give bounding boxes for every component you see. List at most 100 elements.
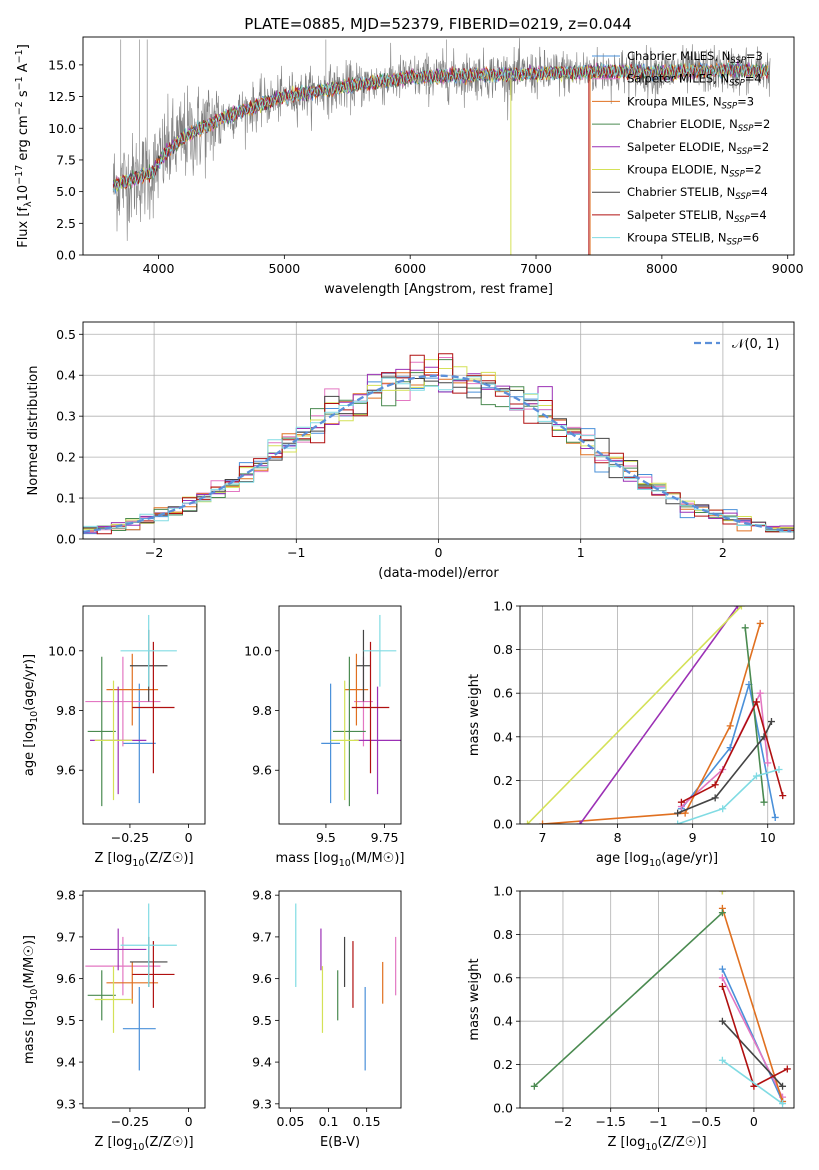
- histogram-plot: [83, 353, 794, 539]
- y-tick-label: 9.8: [252, 888, 272, 903]
- y-tick-label: 9.6: [252, 971, 272, 986]
- figure-title: PLATE=0885, MJD=52379, FIBERID=0219, z=0…: [244, 15, 631, 33]
- x-tick-label: 4000: [143, 261, 175, 276]
- weight-marker: [711, 781, 719, 789]
- y-tick-label: 2.5: [56, 216, 76, 231]
- y-tick-label: 5.0: [56, 184, 76, 199]
- y-tick-label: 9.6: [252, 763, 272, 778]
- legend-label: Kroupa MILES, NSSP=3: [627, 94, 754, 111]
- y-tick-label: 9.3: [56, 1096, 76, 1111]
- weight-marker: [530, 1082, 538, 1090]
- weight-marker: [752, 772, 760, 780]
- legend-label: Salpeter ELODIE, NSSP=2: [627, 140, 769, 157]
- weight-marker: [764, 759, 772, 767]
- y-axis-label: mass [log10(M/M☉)]: [22, 935, 40, 1064]
- weight-marker: [719, 805, 727, 813]
- x-tick-label: 8000: [646, 261, 678, 276]
- x-tick-label: 6000: [394, 261, 426, 276]
- y-tick-label: 12.5: [48, 89, 76, 104]
- weight-marker: [779, 1082, 787, 1090]
- y-axis-label: mass weight: [467, 958, 482, 1040]
- weight-marker: [771, 813, 779, 821]
- y-tick-label: 9.4: [56, 1055, 76, 1070]
- y-tick-label: 9.6: [56, 971, 76, 986]
- axes-frame: [82, 36, 795, 256]
- weight-marker: [677, 798, 685, 806]
- x-tick-label: −0.5: [691, 1114, 721, 1129]
- x-tick-label: 9.5: [316, 830, 336, 845]
- weight-line: [721, 1020, 784, 1087]
- weight-marker: [718, 1056, 726, 1064]
- x-tick-label: −0.25: [111, 830, 149, 845]
- x-tick-label: 0.15: [353, 1114, 381, 1129]
- weight-line: [721, 1059, 783, 1105]
- x-axis-label: Z [log10(Z/Z☉)]: [94, 851, 193, 869]
- weight-marker: [756, 689, 764, 697]
- spectrum-plot: [112, 38, 771, 255]
- weight-marker: [576, 820, 584, 824]
- legend-label: Chabrier MILES, NSSP=3: [627, 49, 763, 66]
- y-tick-label: 0.2: [493, 773, 513, 788]
- x-tick-label: 0: [185, 1114, 193, 1129]
- y-tick-label: 0.6: [493, 970, 513, 985]
- x-tick-label: 10: [760, 830, 776, 845]
- weight-marker: [779, 1100, 787, 1108]
- x-tick-label: 0: [750, 1114, 758, 1129]
- y-tick-label: 0.8: [493, 927, 513, 942]
- legend-label: 𝒩(0, 1): [732, 337, 779, 352]
- axes-frame: [519, 605, 795, 825]
- y-axis-label: Normed distribution: [26, 366, 41, 496]
- y-tick-label: 7.5: [56, 152, 76, 167]
- axes-frame: [82, 890, 206, 1109]
- x-tick-label: 9.75: [371, 830, 399, 845]
- weight-marker: [760, 798, 768, 806]
- weight-line: [681, 699, 784, 803]
- legend-label: Chabrier STELIB, NSSP=4: [627, 185, 768, 202]
- weight-marker: [779, 792, 787, 800]
- weight-marker: [711, 794, 719, 802]
- y-tick-label: 15.0: [48, 57, 76, 72]
- y-tick-label: 9.8: [56, 888, 76, 903]
- y-tick-label: 9.8: [252, 703, 272, 718]
- x-tick-label: 1: [577, 545, 585, 560]
- axes-frame: [278, 605, 402, 825]
- y-tick-label: 0.5: [56, 327, 76, 342]
- weight-marker: [718, 982, 726, 990]
- weight-marker: [775, 766, 783, 773]
- weight_vs_age-plot: [524, 606, 787, 824]
- x-axis-label: (data-model)/error: [378, 566, 499, 581]
- weight-line: [721, 968, 784, 1102]
- y-tick-label: 0.0: [56, 532, 76, 547]
- y-axis-label: age [log10(age/yr)]: [22, 654, 40, 776]
- model-spectrum-kroupa-stelib: [112, 62, 769, 192]
- y-tick-label: 0.0: [493, 1101, 513, 1116]
- residuals-panel: −2 −1 0 1 2 0.0 0.1 0.2 0.3 0.4 0.5 (data-model)/er…: [26, 321, 795, 581]
- y-tick-label: 9.7: [56, 929, 76, 944]
- y-tick-label: 10.0: [48, 121, 76, 136]
- legend-label: Chabrier ELODIE, NSSP=2: [627, 117, 770, 134]
- x-tick-label: 0: [185, 830, 193, 845]
- weight-marker: [718, 1017, 726, 1025]
- legend-label: Kroupa STELIB, NSSP=6: [627, 231, 759, 248]
- weight-marker: [783, 1065, 791, 1073]
- spectrum-panel: 4000 5000 6000 7000 8000 9000 0.0 2.5 5.0 7.5 10.0…: [14, 36, 804, 297]
- mass_vs_Z-panel: −0.25 0 9.3 9.4 9.5 9.6 9.7 9.8 Z [log10(Z/Z☉)] m…: [22, 888, 206, 1153]
- x-tick-label: −1.5: [596, 1114, 626, 1129]
- x-tick-label: −2: [145, 545, 163, 560]
- legend-label: Salpeter MILES, NSSP=4: [627, 72, 762, 89]
- weight-marker: [752, 698, 760, 706]
- y-tick-label: 9.4: [252, 1055, 272, 1070]
- y-tick-label: 1.0: [493, 884, 513, 899]
- y-tick-label: 9.6: [56, 763, 76, 778]
- legend-label: Salpeter STELIB, NSSP=4: [627, 208, 767, 225]
- y-tick-label: 1.0: [493, 599, 513, 614]
- weight-marker: [718, 974, 726, 982]
- x-tick-label: 7000: [520, 261, 552, 276]
- x-tick-label: 0.05: [277, 1114, 305, 1129]
- weight-marker: [718, 965, 726, 973]
- residual-histogram: [83, 353, 794, 539]
- weight-line: [579, 606, 739, 824]
- age_vs_mass-panel: 9.5 9.75 9.6 9.8 10.0 mass [log10(M/M☉)]: [244, 605, 404, 869]
- x-tick-label: 5000: [268, 261, 300, 276]
- weight-line: [721, 908, 784, 1102]
